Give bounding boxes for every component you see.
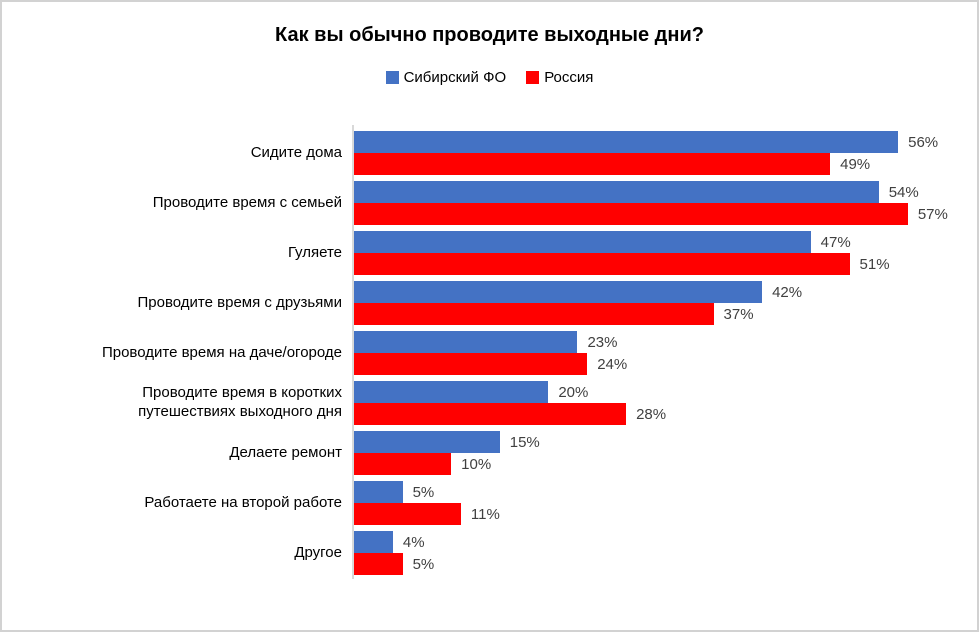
bar-sibirsky xyxy=(354,381,549,403)
bar-line: 28% xyxy=(354,403,666,425)
value-label: 28% xyxy=(636,405,667,423)
bar-russia xyxy=(354,453,452,475)
bars-group: 5% 11% xyxy=(354,481,500,525)
value-label: 47% xyxy=(820,233,851,251)
legend-item-sibirsky: Сибирский ФО xyxy=(385,69,507,86)
bar-sibirsky xyxy=(354,181,879,203)
bars-group: 20% 28% xyxy=(354,381,666,425)
value-label: 20% xyxy=(558,383,589,401)
chart-row: Работаете на второй работе 5% 11% xyxy=(2,481,977,525)
chart-row: Проводите время на даче/огороде 23% 24% xyxy=(2,331,977,375)
bar-russia xyxy=(354,553,403,575)
bar-sibirsky xyxy=(354,431,500,453)
value-label: 57% xyxy=(917,205,948,223)
bar-line: 11% xyxy=(354,503,500,525)
bar-chart: Сидите дома 56% 49% Проводите время с семье… xyxy=(2,125,977,579)
category-label: Проводите время с семьей xyxy=(152,193,342,211)
value-label: 42% xyxy=(772,283,803,301)
bar-line: 5% xyxy=(354,553,434,575)
legend-label-sibirsky: Сибирский ФО xyxy=(403,69,507,86)
bar-line: 23% xyxy=(354,331,627,353)
category-label: Работаете на второй работе xyxy=(144,493,342,511)
chart-row: Делаете ремонт 15% 10% xyxy=(2,431,977,475)
bars-group: 56% 49% xyxy=(354,131,938,175)
bar-russia xyxy=(354,203,908,225)
chart-row: Проводите время в коротких путешествиях … xyxy=(2,381,977,425)
category-label: Гуляете xyxy=(287,243,342,261)
bar-line: 49% xyxy=(354,153,938,175)
bar-sibirsky xyxy=(354,531,393,553)
bar-line: 57% xyxy=(354,203,948,225)
bar-line: 24% xyxy=(354,353,627,375)
bar-line: 5% xyxy=(354,481,500,503)
bar-sibirsky xyxy=(354,331,578,353)
bar-line: 20% xyxy=(354,381,666,403)
bars-group: 4% 5% xyxy=(354,531,434,575)
bar-line: 51% xyxy=(354,253,890,275)
bar-sibirsky xyxy=(354,481,403,503)
value-label: 54% xyxy=(888,183,919,201)
bar-russia xyxy=(354,353,588,375)
value-label: 10% xyxy=(461,455,492,473)
value-label: 56% xyxy=(908,133,939,151)
value-label: 4% xyxy=(402,533,425,551)
chart-row: Проводите время с друзьями 42% 37% xyxy=(2,281,977,325)
bars-group: 54% 57% xyxy=(354,181,948,225)
bar-sibirsky xyxy=(354,131,899,153)
bar-russia xyxy=(354,153,831,175)
legend-label-russia: Россия xyxy=(544,69,594,86)
category-label: Сидите дома xyxy=(250,143,342,161)
chart-title: Как вы обычно проводите выходные дни? xyxy=(275,24,704,46)
bar-line: 54% xyxy=(354,181,948,203)
legend: Сибирский ФО Россия xyxy=(2,69,977,86)
value-label: 15% xyxy=(509,433,540,451)
value-label: 37% xyxy=(723,305,754,323)
chart-row: Сидите дома 56% 49% xyxy=(2,131,977,175)
bar-line: 42% xyxy=(354,281,802,303)
category-label: Делаете ремонт xyxy=(229,443,342,461)
bar-line: 56% xyxy=(354,131,938,153)
legend-swatch-sibirsky-icon xyxy=(385,71,399,84)
category-axis-line xyxy=(352,125,354,579)
bar-russia xyxy=(354,403,627,425)
bars-group: 42% 37% xyxy=(354,281,802,325)
category-label: Другое xyxy=(294,543,342,561)
legend-swatch-russia-icon xyxy=(526,71,540,84)
value-label: 5% xyxy=(412,555,435,573)
chart-row: Гуляете 47% 51% xyxy=(2,231,977,275)
category-label: Проводите время с друзьями xyxy=(137,293,342,311)
bar-russia xyxy=(354,303,714,325)
bars-group: 15% 10% xyxy=(354,431,540,475)
value-label: 5% xyxy=(412,483,435,501)
category-label: Проводите время в коротких путешествиях … xyxy=(138,384,342,420)
chart-row: Другое 4% 5% xyxy=(2,531,977,575)
value-label: 11% xyxy=(470,505,500,523)
value-label: 24% xyxy=(597,355,628,373)
bar-line: 15% xyxy=(354,431,540,453)
bars-group: 23% 24% xyxy=(354,331,627,375)
value-label: 49% xyxy=(840,155,871,173)
legend-item-russia: Россия xyxy=(526,69,593,86)
value-label: 23% xyxy=(587,333,618,351)
bar-line: 37% xyxy=(354,303,802,325)
bar-line: 10% xyxy=(354,453,540,475)
bar-line: 47% xyxy=(354,231,890,253)
category-label: Проводите время на даче/огороде xyxy=(101,343,342,361)
bar-russia xyxy=(354,503,461,525)
value-label: 51% xyxy=(859,255,890,273)
bar-russia xyxy=(354,253,850,275)
bars-group: 47% 51% xyxy=(354,231,890,275)
bar-sibirsky xyxy=(354,231,811,253)
chart-rows: Сидите дома 56% 49% Проводите время с семье… xyxy=(2,131,977,575)
bar-line: 4% xyxy=(354,531,434,553)
bar-sibirsky xyxy=(354,281,763,303)
chart-row: Проводите время с семьей 54% 57% xyxy=(2,181,977,225)
